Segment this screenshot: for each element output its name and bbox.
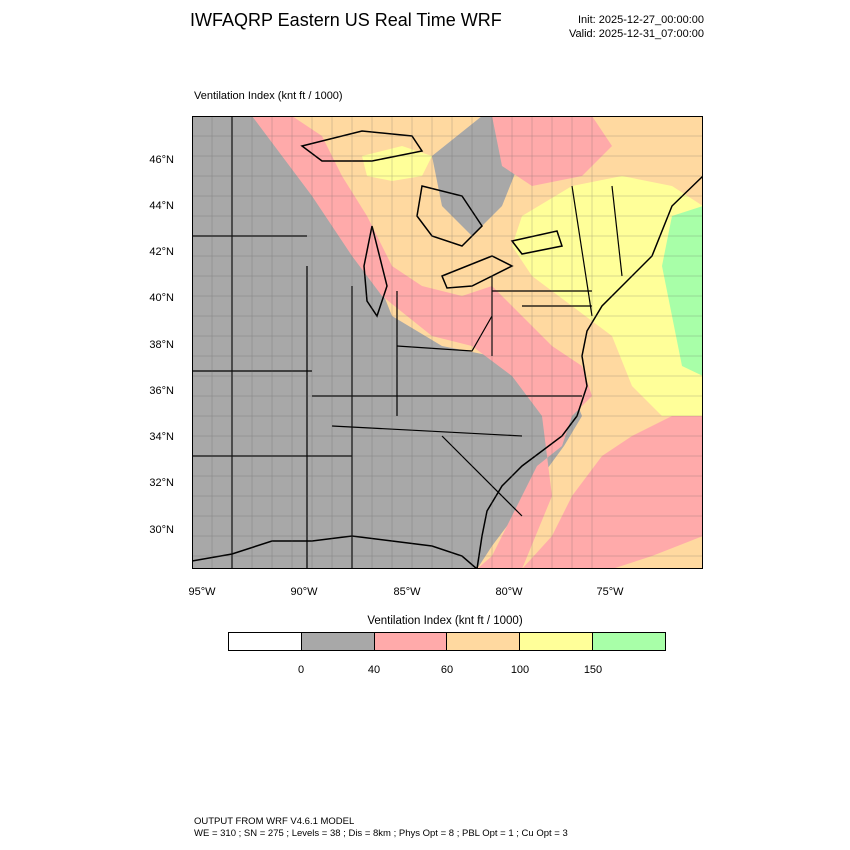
colorbar-tick-label: 60 [440,664,454,676]
lat-label: 30°N [149,524,174,536]
map-border [192,116,703,569]
lat-label: 38°N [149,339,174,351]
colorbar-bin [447,633,521,650]
lat-label: 34°N [149,431,174,443]
lat-label: 40°N [149,292,174,304]
colorbar-bin [229,633,302,650]
colorbar-tick-label: 100 [510,664,530,676]
lon-label: 80°W [495,586,523,598]
colorbar-bin [520,633,594,650]
colorbar-bin [374,633,448,650]
init-time: Init: 2025-12-27_00:00:00 [578,14,704,26]
colorbar-tick-label: 40 [367,664,381,676]
colorbar-bin [301,633,375,650]
colorbar-title: Ventilation Index (knt ft / 1000) [367,615,523,627]
lat-label: 36°N [149,385,174,397]
lake-ontario [510,230,563,255]
lon-label: 75°W [596,586,624,598]
lon-label: 90°W [290,586,318,598]
colorbar-bin [593,633,665,650]
lat-label: 32°N [149,477,174,489]
valid-time: Valid: 2025-12-31_07:00:00 [569,28,704,40]
lon-label: 95°W [188,586,216,598]
model-info-line2: WE = 310 ; SN = 275 ; Levels = 38 ; Dis … [194,828,568,839]
yellow-upper-michigan [362,146,432,181]
chart-title: IWFAQRP Eastern US Real Time WRF [190,10,502,30]
green-region [662,206,703,376]
lat-label: 46°N [149,154,174,166]
model-info-line1: OUTPUT FROM WRF V4.6.1 MODEL [194,816,355,827]
lat-label: 42°N [149,246,174,258]
lon-label: 85°W [393,586,421,598]
colorbar-tick-label: 0 [297,664,305,676]
lat-label: 44°N [149,200,174,212]
lake-superior [300,130,424,162]
map-panel [192,116,703,569]
coastline [476,175,703,569]
colorbar-tick-label: 150 [583,664,603,676]
county-grid [192,116,703,569]
colorbar [228,632,666,651]
variable-label: Ventilation Index (knt ft / 1000) [194,90,343,102]
